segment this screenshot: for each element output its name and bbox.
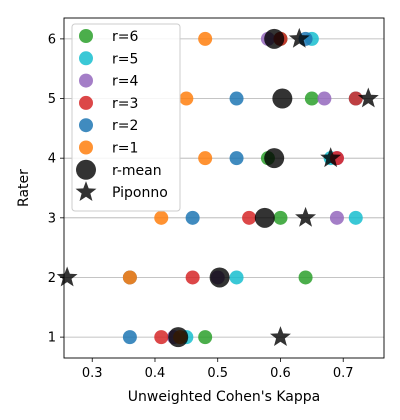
- data-point: [168, 327, 189, 348]
- series-r-mean: [168, 28, 293, 348]
- data-point: [185, 270, 200, 285]
- y-tick-label: 4: [48, 152, 56, 167]
- x-tick-label: 0.3: [82, 366, 103, 381]
- legend-label: r=3: [112, 96, 138, 112]
- legend-label: r-mean: [112, 163, 162, 179]
- data-point: [209, 267, 230, 288]
- data-point: [264, 148, 285, 169]
- data-point: [179, 91, 194, 106]
- legend-label: r=6: [112, 29, 138, 45]
- series-r-5: [179, 31, 363, 345]
- star-point: [270, 326, 291, 347]
- data-point: [229, 270, 244, 285]
- x-tick-label: 0.5: [207, 366, 228, 381]
- legend-label: r=1: [112, 141, 138, 157]
- legend-marker: [79, 118, 93, 133]
- data-point: [198, 330, 213, 345]
- data-marks: [56, 27, 379, 348]
- data-point: [185, 210, 200, 225]
- data-point: [329, 210, 344, 225]
- data-point: [198, 151, 213, 166]
- x-axis-title: Unweighted Cohen's Kappa: [128, 389, 320, 405]
- data-point: [272, 88, 293, 109]
- data-point: [317, 91, 332, 106]
- series-r-4: [166, 31, 344, 345]
- legend-frame: [71, 23, 181, 212]
- plot-frame: [63, 17, 385, 359]
- y-tick-label: 6: [48, 32, 56, 47]
- data-point: [348, 91, 363, 106]
- data-point: [154, 210, 169, 225]
- legend-marker: [75, 181, 97, 201]
- series-piponno: [56, 27, 379, 347]
- y-tick-label: 2: [48, 271, 56, 286]
- star-point: [357, 87, 379, 108]
- data-point: [198, 31, 213, 46]
- data-point: [242, 210, 257, 225]
- y-axis-title: Rater: [16, 169, 32, 207]
- legend-marker: [79, 29, 93, 43]
- data-point: [229, 151, 244, 166]
- data-point: [122, 330, 137, 345]
- star-point: [56, 266, 78, 287]
- legend: r=6 r=5 r=4 r=3 r=2 r=1 r-mean Piponno: [71, 23, 181, 212]
- x-tick-label: 0.4: [145, 366, 166, 381]
- y-tick-label: 5: [48, 92, 56, 107]
- legend-label: r=2: [112, 118, 138, 134]
- x-tick-label: 0.6: [270, 366, 291, 381]
- data-point: [229, 91, 244, 106]
- data-point: [154, 330, 169, 345]
- star-point: [295, 206, 317, 227]
- series-r-3: [154, 31, 363, 345]
- data-point: [264, 28, 285, 49]
- series-r-6: [198, 31, 319, 345]
- data-point: [273, 210, 288, 225]
- legend-label: r=4: [112, 74, 138, 90]
- y-tick-label: 1: [48, 331, 56, 346]
- data-point: [348, 210, 363, 225]
- star-point: [288, 27, 310, 48]
- star-point: [320, 147, 342, 168]
- legend-label: Piponno: [112, 185, 168, 201]
- legend-marker: [79, 95, 93, 110]
- legend-marker: [79, 140, 93, 155]
- data-point: [298, 270, 313, 285]
- y-tick-label: 3: [48, 211, 56, 226]
- legend-marker: [79, 51, 93, 66]
- data-point: [304, 91, 319, 106]
- data-point: [122, 270, 137, 285]
- data-point: [254, 207, 275, 228]
- legend-label: r=5: [112, 51, 138, 67]
- legend-marker: [79, 73, 93, 88]
- x-tick-label: 0.7: [333, 366, 354, 381]
- legend-marker: [76, 159, 96, 180]
- axis-ticks: 0.3 0.4 0.5 0.6 0.7 1 2 3 4 5 6: [48, 32, 354, 381]
